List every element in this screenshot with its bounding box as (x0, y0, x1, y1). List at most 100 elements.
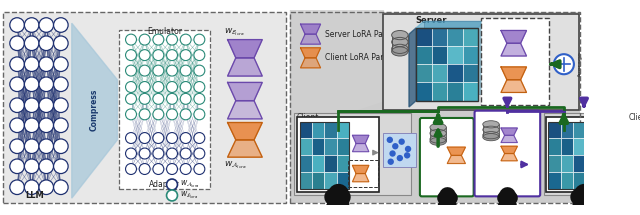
Circle shape (140, 50, 150, 61)
Bar (548, 172, 561, 189)
Polygon shape (409, 28, 416, 107)
Text: Emulator: Emulator (147, 27, 182, 36)
Circle shape (634, 155, 640, 161)
Bar (432, 28, 447, 46)
Circle shape (39, 57, 54, 72)
Bar (447, 64, 463, 82)
Text: Compress: Compress (90, 89, 99, 131)
Circle shape (10, 36, 24, 51)
Bar (561, 172, 573, 189)
Circle shape (140, 65, 150, 76)
Circle shape (580, 187, 588, 194)
Bar (3, 12, 286, 203)
Polygon shape (301, 34, 321, 44)
Circle shape (166, 190, 177, 201)
Circle shape (140, 148, 150, 159)
Polygon shape (228, 82, 262, 101)
Polygon shape (291, 9, 383, 133)
Ellipse shape (392, 31, 408, 40)
Circle shape (180, 34, 191, 45)
Polygon shape (598, 165, 615, 174)
Circle shape (180, 133, 191, 143)
Text: Average: Average (577, 51, 582, 77)
Bar (548, 138, 561, 155)
Circle shape (125, 164, 136, 175)
Circle shape (397, 155, 403, 161)
Polygon shape (228, 101, 262, 119)
Polygon shape (228, 40, 262, 58)
Circle shape (387, 137, 393, 143)
Circle shape (389, 150, 396, 157)
Ellipse shape (392, 47, 408, 56)
Bar (586, 172, 598, 189)
Text: Adapter: Adapter (149, 180, 180, 189)
Circle shape (140, 34, 150, 45)
Polygon shape (353, 143, 369, 152)
Text: $w_{\mathcal{A}_{lora}}$: $w_{\mathcal{A}_{lora}}$ (224, 160, 247, 171)
Bar (300, 122, 312, 138)
Circle shape (153, 93, 164, 104)
Ellipse shape (483, 121, 499, 128)
Circle shape (153, 50, 164, 61)
Circle shape (194, 164, 205, 175)
Circle shape (10, 180, 24, 195)
Ellipse shape (430, 137, 446, 145)
Bar (383, 14, 579, 110)
Circle shape (39, 18, 54, 32)
Circle shape (166, 65, 177, 76)
Circle shape (10, 118, 24, 133)
Circle shape (24, 57, 39, 72)
Circle shape (39, 139, 54, 154)
Bar (300, 122, 349, 189)
Bar (337, 138, 349, 155)
Bar (300, 155, 312, 172)
Circle shape (54, 139, 68, 154)
Circle shape (125, 133, 136, 143)
Bar (348, 160, 378, 187)
Circle shape (180, 93, 191, 104)
Bar (573, 122, 586, 138)
Circle shape (24, 180, 39, 195)
Polygon shape (353, 165, 369, 174)
Bar (463, 82, 478, 101)
Polygon shape (301, 24, 321, 34)
Circle shape (445, 190, 450, 195)
Bar (463, 28, 478, 46)
Circle shape (194, 81, 205, 92)
Circle shape (10, 159, 24, 174)
Ellipse shape (430, 123, 446, 131)
Bar (573, 155, 586, 172)
Bar (447, 82, 463, 101)
Bar (291, 12, 580, 203)
Circle shape (405, 146, 412, 152)
Circle shape (54, 57, 68, 72)
Bar (337, 155, 349, 172)
Circle shape (10, 18, 24, 32)
Bar (432, 64, 447, 82)
Circle shape (24, 36, 39, 51)
Circle shape (166, 93, 177, 104)
Circle shape (24, 159, 39, 174)
Bar (586, 138, 598, 155)
Bar (432, 46, 447, 64)
Polygon shape (72, 23, 117, 198)
Polygon shape (447, 147, 465, 155)
Circle shape (125, 65, 136, 76)
Text: Server LoRA Params: Server LoRA Params (325, 30, 403, 39)
Circle shape (39, 77, 54, 92)
Bar (430, 127, 446, 141)
Text: Client LoRA Params: Client LoRA Params (325, 53, 400, 62)
Polygon shape (501, 80, 527, 92)
Circle shape (125, 109, 136, 120)
Bar (447, 28, 463, 46)
Circle shape (166, 148, 177, 159)
Text: $w_{\mathcal{E}_{lora}}$: $w_{\mathcal{E}_{lora}}$ (224, 27, 245, 38)
Circle shape (180, 50, 191, 61)
Text: Client: Client (629, 112, 640, 121)
Circle shape (194, 93, 205, 104)
Text: Client: Client (297, 112, 319, 121)
Circle shape (194, 34, 205, 45)
Circle shape (54, 118, 68, 133)
Bar (312, 155, 324, 172)
Circle shape (54, 18, 68, 32)
